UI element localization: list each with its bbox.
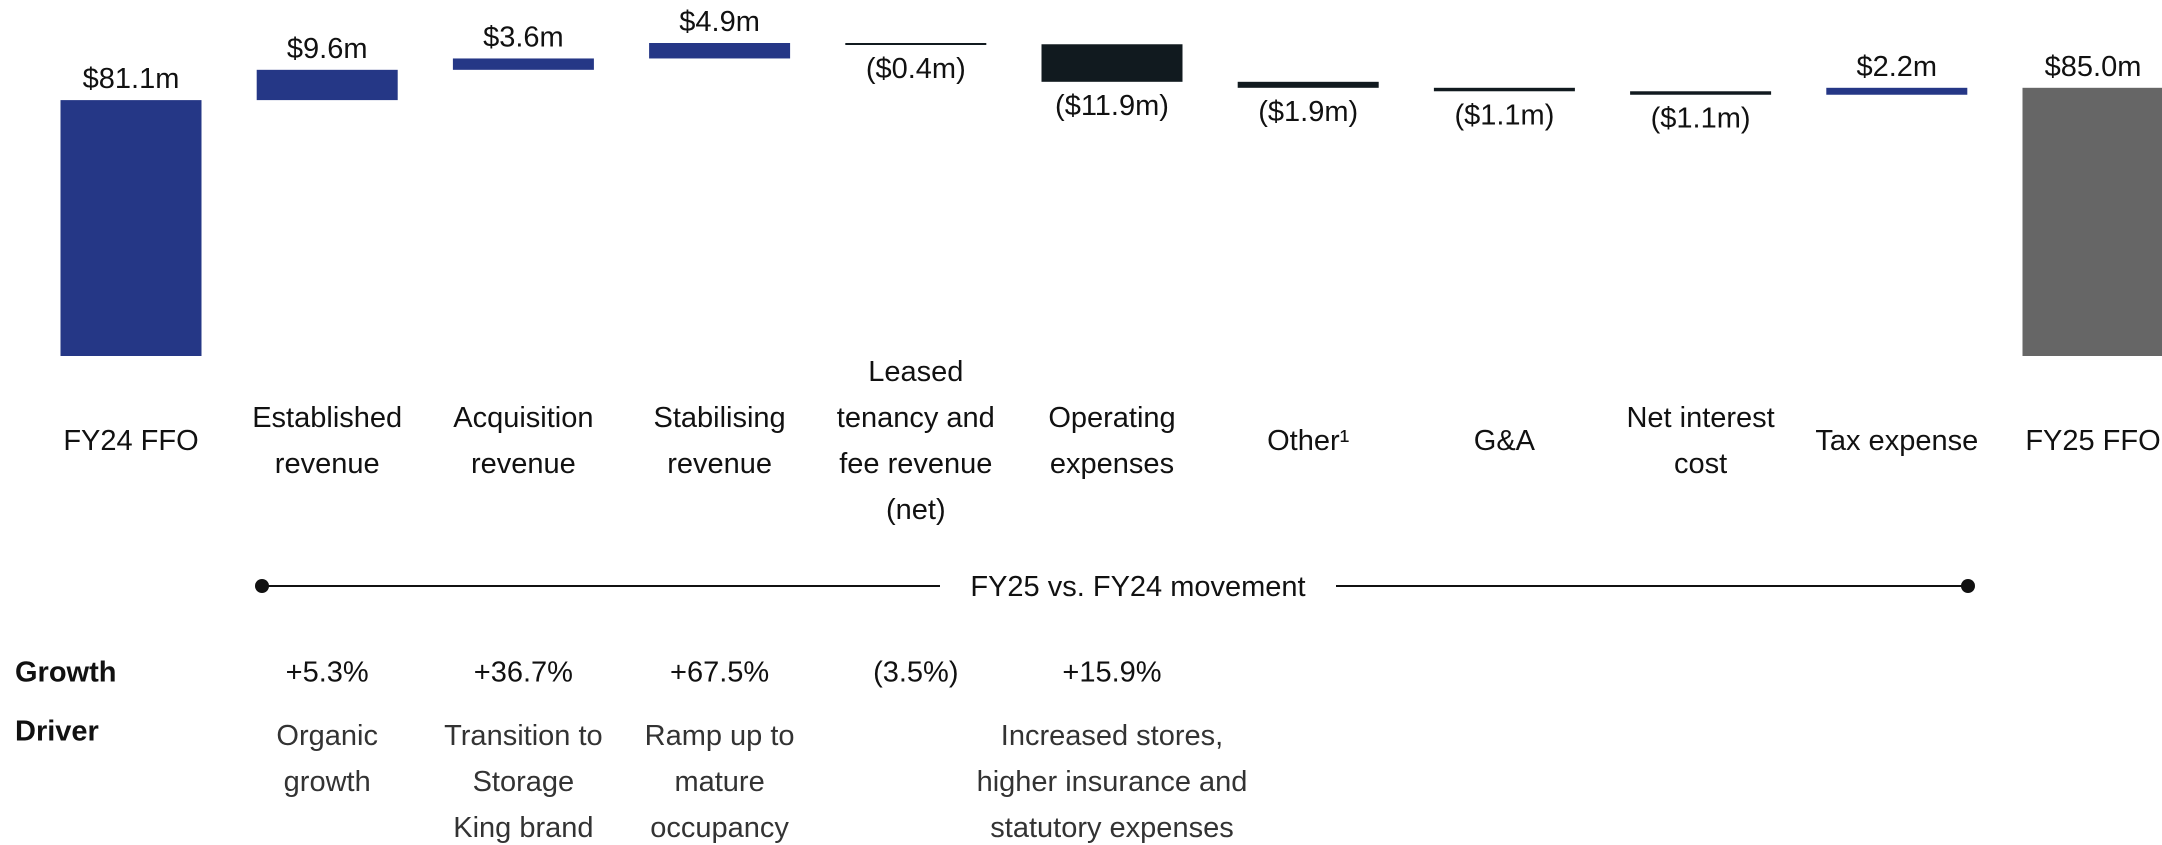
- category-label: Tax expense: [1815, 425, 1979, 457]
- category-label: Acquisition revenue: [453, 402, 594, 480]
- growth-value: +36.7%: [473, 656, 573, 689]
- growth-value: (3.5%): [873, 656, 959, 689]
- bar: [1630, 91, 1772, 95]
- bracket-label-bg: [940, 566, 1336, 606]
- value-label: ($11.9m): [1055, 90, 1169, 122]
- bracket-dot: [1961, 579, 1975, 593]
- bracket-dot: [255, 579, 269, 593]
- growth-value: +5.3%: [285, 656, 369, 689]
- row-label: Driver: [15, 715, 99, 748]
- category-label: FY24 FFO: [63, 425, 199, 457]
- driver-text: Ramp up to mature occupancy: [644, 720, 795, 844]
- driver-text: Organic growth: [276, 720, 378, 798]
- category-label: Established revenue: [252, 402, 403, 480]
- category-label: Net interest cost: [1626, 402, 1775, 480]
- bar: [845, 43, 987, 45]
- driver-text: Increased stores, higher insurance and s…: [976, 720, 1248, 844]
- bracket-label: FY25 vs. FY24 movement: [970, 571, 1305, 603]
- category-label: G&A: [1473, 425, 1536, 457]
- growth-value: +15.9%: [1062, 656, 1162, 689]
- bar: [1826, 87, 1968, 95]
- value-label: $85.0m: [2045, 51, 2142, 83]
- category-label: FY25 FFO: [2025, 425, 2161, 457]
- value-label: ($1.1m): [1651, 103, 1751, 135]
- value-label: $9.6m: [287, 33, 368, 65]
- bar: [2022, 87, 2162, 356]
- category-label: Stabilising revenue: [653, 402, 786, 480]
- value-label: $4.9m: [679, 6, 760, 38]
- growth-value: +67.5%: [670, 656, 770, 689]
- bar: [1041, 44, 1183, 82]
- bar: [60, 100, 202, 356]
- bar: [256, 69, 398, 101]
- value-label: ($0.4m): [866, 53, 966, 85]
- bar: [1433, 87, 1575, 92]
- value-label: $81.1m: [83, 63, 180, 95]
- row-label: Growth: [15, 656, 117, 689]
- value-label: $2.2m: [1856, 51, 1937, 83]
- value-label: ($1.1m): [1454, 99, 1554, 131]
- value-label: ($1.9m): [1258, 96, 1358, 128]
- bar: [1237, 81, 1379, 88]
- bar: [649, 43, 791, 59]
- driver-text: Transition to Storage King brand: [444, 720, 603, 844]
- category-label: Other¹: [1267, 425, 1350, 457]
- category-label: Operating expenses: [1048, 402, 1176, 480]
- bar: [452, 58, 594, 70]
- value-label: $3.6m: [483, 21, 564, 53]
- category-label: Leased tenancy and fee revenue (net): [836, 356, 995, 526]
